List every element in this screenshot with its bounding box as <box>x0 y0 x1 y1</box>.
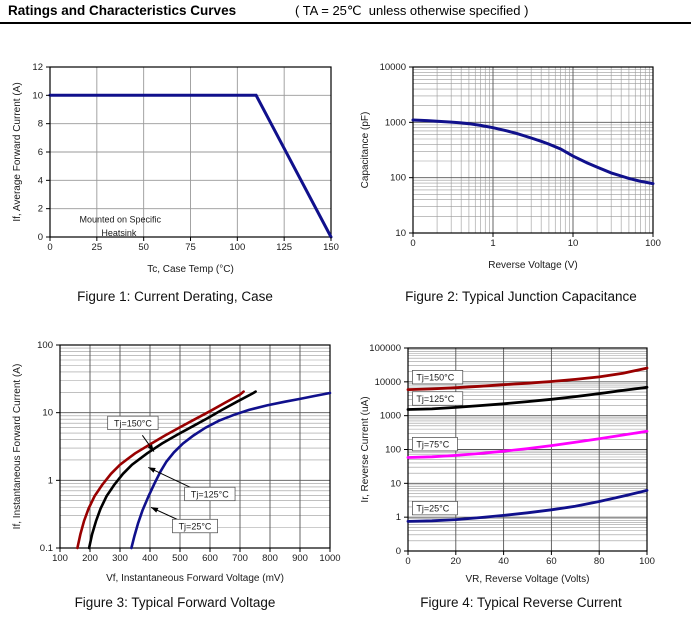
svg-text:10: 10 <box>42 408 53 419</box>
page-header: Ratings and Characteristics Curves ( TA … <box>0 0 691 22</box>
svg-text:8: 8 <box>38 119 43 130</box>
svg-text:0: 0 <box>396 546 401 557</box>
svg-text:10: 10 <box>390 478 401 489</box>
svg-text:Tj=125°C: Tj=125°C <box>416 394 454 404</box>
svg-text:10: 10 <box>568 238 579 249</box>
figure-3-chart: 100 200 300 400 500 600 700 800 900 1000 0.1 1 10 100… <box>12 340 341 584</box>
svg-text:25: 25 <box>92 242 103 253</box>
svg-text:100: 100 <box>390 173 406 184</box>
svg-text:4: 4 <box>38 175 43 186</box>
test-condition: ( TA = 25℃ unless otherwise specified ) <box>295 3 529 18</box>
svg-text:200: 200 <box>82 553 98 564</box>
svg-text:Tj=25°C: Tj=25°C <box>416 504 449 514</box>
svg-text:0.1: 0.1 <box>40 543 53 554</box>
svg-text:Tj=150°C: Tj=150°C <box>416 373 454 383</box>
svg-text:0: 0 <box>410 238 415 249</box>
svg-text:700: 700 <box>232 553 248 564</box>
svg-text:Tj=125°C: Tj=125°C <box>191 489 229 499</box>
svg-text:80: 80 <box>594 556 605 567</box>
figure-2: 0 1 10 100 10 100 1000 10000 Reverse Voltage (V)… <box>356 46 686 304</box>
figure-4-caption: Figure 4: Typical Reverse Current <box>420 595 622 610</box>
figure-2-chart: 0 1 10 100 10 100 1000 10000 Reverse Voltage (V)… <box>360 62 661 271</box>
svg-text:1000: 1000 <box>385 117 406 128</box>
svg-text:VR, Reverse Voltage (Volts): VR, Reverse Voltage (Volts) <box>466 574 590 585</box>
svg-text:1000: 1000 <box>380 411 401 422</box>
svg-text:Tj=150°C: Tj=150°C <box>114 418 152 428</box>
svg-text:1: 1 <box>48 475 53 486</box>
svg-text:100: 100 <box>229 242 245 253</box>
svg-text:40: 40 <box>498 556 509 567</box>
figure-1: 0 25 50 75 100 125 150 0 2 4 6 8 10 12 Tc, Case Temp (… <box>8 46 342 304</box>
svg-text:125: 125 <box>276 242 292 253</box>
svg-text:100: 100 <box>639 556 655 567</box>
svg-text:Capacitance (pF): Capacitance (pF) <box>360 112 371 189</box>
header-divider <box>0 22 691 25</box>
svg-text:6: 6 <box>38 147 43 158</box>
figure-3: 100 200 300 400 500 600 700 800 900 1000 0.1 1 10 100… <box>8 326 342 610</box>
figure-1-chart: 0 25 50 75 100 125 150 0 2 4 6 8 10 12 Tc, Case Temp (… <box>12 62 339 275</box>
svg-text:300: 300 <box>112 553 128 564</box>
svg-text:60: 60 <box>546 556 557 567</box>
svg-text:Tj=75°C: Tj=75°C <box>416 440 449 450</box>
figure-1-caption: Figure 1: Current Derating, Case <box>77 289 273 304</box>
figure-2-caption: Figure 2: Typical Junction Capacitance <box>405 289 637 304</box>
svg-text:1000: 1000 <box>319 553 340 564</box>
figure-3-caption: Figure 3: Typical Forward Voltage <box>74 595 276 610</box>
svg-text:2: 2 <box>38 204 43 215</box>
svg-text:400: 400 <box>142 553 158 564</box>
svg-text:20: 20 <box>451 556 462 567</box>
svg-text:0: 0 <box>405 556 410 567</box>
svg-text:100: 100 <box>645 238 661 249</box>
svg-text:Heatsink: Heatsink <box>101 228 137 238</box>
svg-text:1: 1 <box>490 238 495 249</box>
figure-4: 0 20 40 60 80 100 0 1 10 100 1000 10000 100000 VR, Re… <box>356 326 686 610</box>
svg-text:10000: 10000 <box>380 62 406 73</box>
svg-text:500: 500 <box>172 553 188 564</box>
svg-text:800: 800 <box>262 553 278 564</box>
svg-text:0: 0 <box>38 232 43 243</box>
svg-text:900: 900 <box>292 553 308 564</box>
svg-text:1: 1 <box>396 512 401 523</box>
svg-text:Tj=25°C: Tj=25°C <box>179 521 212 531</box>
svg-text:100: 100 <box>385 445 401 456</box>
svg-text:100000: 100000 <box>369 343 401 354</box>
svg-text:Ir, Reverse Current (uA): Ir, Reverse Current (uA) <box>360 396 371 502</box>
svg-text:12: 12 <box>32 62 43 73</box>
svg-text:Mounted on Specific: Mounted on Specific <box>79 214 161 224</box>
svg-text:100: 100 <box>52 553 68 564</box>
svg-text:600: 600 <box>202 553 218 564</box>
svg-text:150: 150 <box>323 242 339 253</box>
svg-text:Reverse Voltage (V): Reverse Voltage (V) <box>488 260 578 271</box>
svg-text:50: 50 <box>138 242 149 253</box>
svg-text:100: 100 <box>37 340 53 351</box>
svg-text:10000: 10000 <box>375 377 401 388</box>
svg-text:Vf, Instantaneous Forward Vol: Vf, Instantaneous Forward Voltage (mV) <box>106 573 284 584</box>
svg-text:Tc, Case Temp (°C): Tc, Case Temp (°C) <box>147 264 234 275</box>
svg-text:10: 10 <box>395 228 406 239</box>
section-title: Ratings and Characteristics Curves <box>8 3 237 18</box>
svg-text:0: 0 <box>47 242 52 253</box>
svg-text:75: 75 <box>185 242 196 253</box>
svg-text:10: 10 <box>32 90 43 101</box>
svg-text:If, Instantaneous Forward Curr: If, Instantaneous Forward Current (A) <box>12 364 23 530</box>
svg-text:If, Average Forward Current (A: If, Average Forward Current (A) <box>12 82 23 221</box>
